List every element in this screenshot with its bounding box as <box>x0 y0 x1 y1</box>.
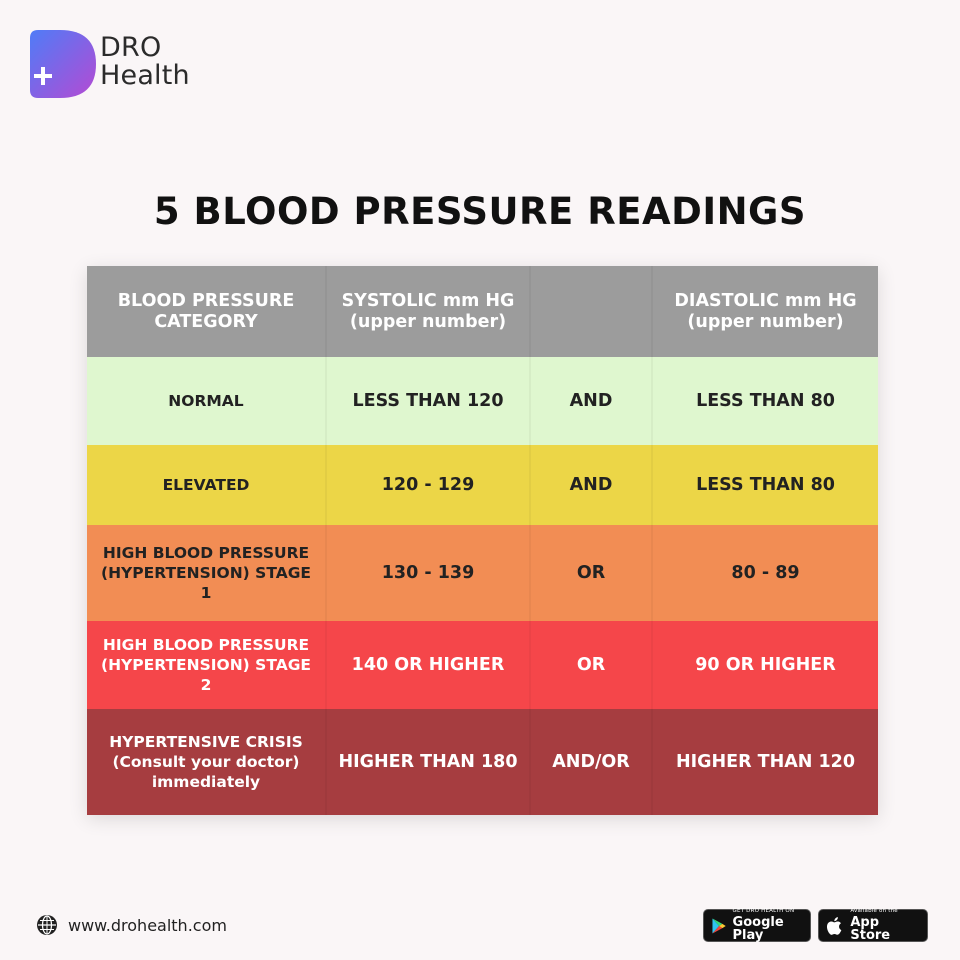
google-play-icon <box>712 918 726 933</box>
brand-name: DRO Health <box>100 34 190 90</box>
row-stage1-systolic: 130 - 139 <box>327 525 531 621</box>
app-store-big: App Store <box>850 915 891 944</box>
header-category: BLOOD PRESSURE CATEGORY <box>87 266 327 357</box>
row-elevated-category: ELEVATED <box>87 445 327 525</box>
dro-health-logo-icon <box>30 30 96 98</box>
website-text: www.drohealth.com <box>68 915 227 935</box>
row-stage1-diastolic: 80 - 89 <box>653 525 878 621</box>
app-store-small: Available on the <box>850 907 898 914</box>
row-normal-category: NORMAL <box>87 357 327 445</box>
row-normal-diastolic: LESS THAN 80 <box>653 357 878 445</box>
brand-line-1: DRO <box>100 32 162 63</box>
row-crisis-category: HYPERTENSIVE CRISIS (Consult your doctor… <box>87 709 327 815</box>
page-title: 5 BLOOD PRESSURE READINGS <box>153 190 807 233</box>
google-play-big: Google Play <box>732 915 784 944</box>
row-stage1-connector: OR <box>531 525 653 621</box>
row-normal-systolic: LESS THAN 120 <box>327 357 531 445</box>
row-stage2-systolic: 140 OR HIGHER <box>327 621 531 709</box>
row-stage2-diastolic: 90 OR HIGHER <box>653 621 878 709</box>
brand-logo: DRO Health <box>30 30 230 100</box>
row-stage1-category: HIGH BLOOD PRESSURE (HYPERTENSION) STAGE… <box>87 525 327 621</box>
blood-pressure-table: BLOOD PRESSURE CATEGORY SYSTOLIC mm HG (… <box>87 266 878 815</box>
row-crisis-systolic: HIGHER THAN 180 <box>327 709 531 815</box>
row-elevated-diastolic: LESS THAN 80 <box>653 445 878 525</box>
row-elevated-systolic: 120 - 129 <box>327 445 531 525</box>
app-store-button[interactable]: Available on the App Store <box>818 907 928 944</box>
row-crisis-connector: AND/OR <box>531 709 653 815</box>
brand-line-2: Health <box>100 60 190 91</box>
row-stage2-category: HIGH BLOOD PRESSURE (HYPERTENSION) STAGE… <box>87 621 327 709</box>
header-systolic: SYSTOLIC mm HG (upper number) <box>327 266 531 357</box>
row-normal-connector: AND <box>531 357 653 445</box>
website-link[interactable]: www.drohealth.com <box>36 913 227 937</box>
row-elevated-connector: AND <box>531 445 653 525</box>
google-play-button[interactable]: GET DRO HEALTH ON Google Play <box>703 907 811 944</box>
header-connector <box>531 266 653 357</box>
header-diastolic: DIASTOLIC mm HG (upper number) <box>653 266 878 357</box>
globe-icon <box>37 915 57 935</box>
apple-icon <box>826 916 842 935</box>
row-crisis-diastolic: HIGHER THAN 120 <box>653 709 878 815</box>
google-play-small: GET DRO HEALTH ON <box>732 907 795 914</box>
row-stage2-connector: OR <box>531 621 653 709</box>
